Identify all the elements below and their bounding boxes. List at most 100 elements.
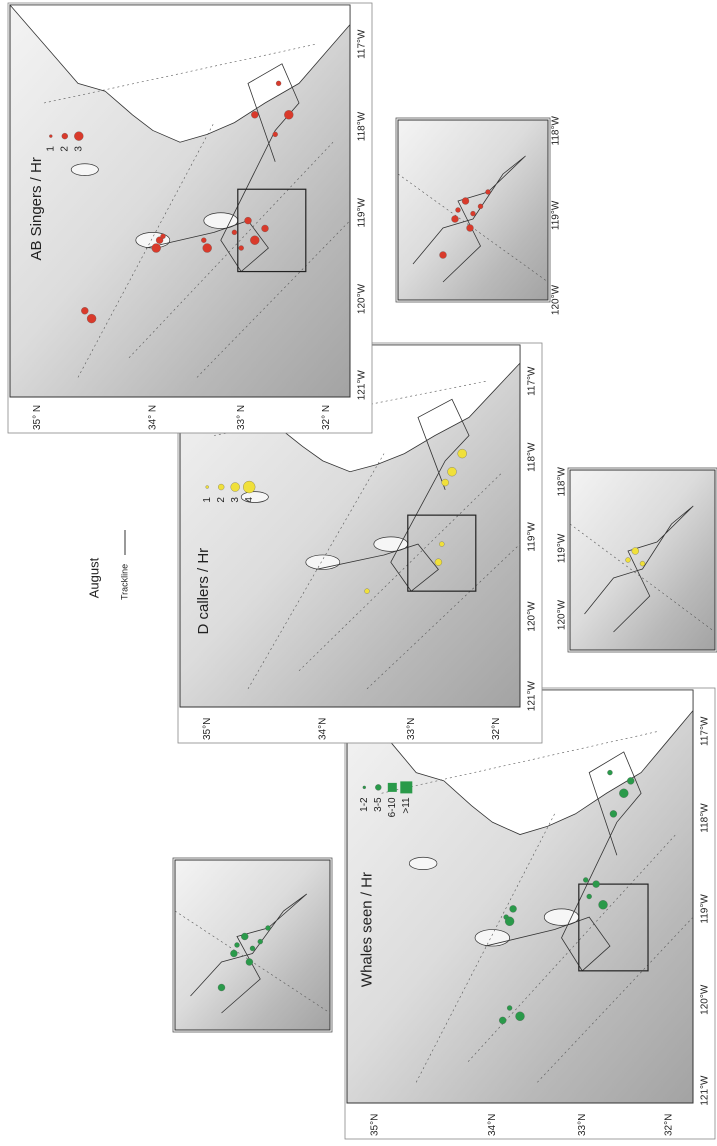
inset-outline: [237, 188, 307, 273]
legend-label: 2: [59, 146, 70, 152]
inset-trackline: [190, 893, 308, 1014]
lat-label: 34°N: [317, 718, 328, 740]
legend-symbol: [205, 485, 209, 489]
detection: [261, 224, 269, 233]
panel-title: D callers / Hr: [195, 548, 212, 635]
legend-symbol: [400, 781, 413, 794]
detection: [231, 229, 238, 236]
zone-line: [43, 43, 317, 104]
legend-label: 2: [216, 497, 227, 503]
island: [474, 929, 510, 947]
inset-zone-line: [397, 173, 549, 283]
lon-label: 120°W: [700, 984, 711, 1015]
lat-label: 33°N: [406, 718, 417, 740]
detection: [86, 313, 97, 324]
legend-symbol: [61, 132, 68, 140]
legend-symbol: [230, 482, 240, 492]
inset-detection: [485, 189, 491, 195]
detection: [592, 880, 600, 888]
zone-line: [77, 122, 215, 378]
inset-detection: [439, 251, 447, 259]
legend-label: 3: [230, 497, 241, 503]
inset-detection: [217, 983, 226, 992]
lon-label: 117°W: [700, 716, 711, 746]
lon-label: 119°W: [700, 894, 711, 924]
inset-detection: [631, 547, 639, 555]
inset-zone-line: [174, 910, 331, 1014]
zone-line: [415, 813, 555, 1083]
legend-symbol: [375, 784, 382, 791]
lat-label: 32° N: [321, 405, 332, 430]
legend-label: 1: [202, 497, 213, 503]
lon-label: 119°W: [357, 198, 368, 228]
legend-symbol: [243, 480, 256, 494]
lon-label: 121°W: [357, 370, 368, 401]
inset-detection: [477, 203, 484, 210]
detection: [447, 467, 457, 477]
detection: [364, 588, 370, 594]
trackline: [315, 398, 470, 592]
legend-label: >11: [401, 797, 412, 814]
lat-label: 33°N: [577, 1114, 588, 1136]
inset-outline: [407, 514, 477, 592]
lon-label: 117°W: [527, 366, 538, 396]
detection: [250, 235, 260, 245]
detection: [434, 558, 443, 566]
inset-detection: [461, 197, 470, 205]
inset-detection: [466, 224, 474, 232]
inset-lon-label: 120°W: [551, 284, 562, 315]
panel-title: AB Singers / Hr: [28, 157, 45, 260]
lat-label: 35°N: [369, 1114, 380, 1136]
inset-bathymetry: [397, 119, 549, 301]
inset-detection: [625, 557, 631, 563]
detection: [251, 111, 259, 119]
island: [70, 163, 99, 176]
detection: [439, 541, 445, 547]
detection: [151, 243, 161, 253]
inset-lon-label: 118°W: [557, 467, 568, 497]
inset-detection: [265, 925, 271, 931]
detection: [598, 900, 608, 910]
lat-label: 35°N: [202, 718, 213, 740]
detection: [583, 877, 589, 883]
detection: [201, 237, 207, 243]
inset-map: [172, 857, 333, 1033]
lat-label: 34° N: [147, 405, 158, 430]
month-label: August: [86, 557, 101, 598]
trackline: [145, 63, 300, 273]
inset-detection: [230, 949, 238, 958]
detection: [627, 777, 635, 785]
legend-label: 4: [244, 497, 255, 503]
legend-symbol: [218, 483, 225, 491]
inset-detection: [257, 938, 263, 945]
lon-label: 118°W: [527, 442, 538, 472]
legend-symbol: [74, 131, 84, 141]
legend-symbol: [387, 782, 397, 792]
lat-label: 32°N: [663, 1114, 674, 1136]
panel-title: Whales seen / Hr: [359, 872, 376, 987]
detection: [275, 80, 282, 87]
inset-map: 120°W 119°W 118°W: [557, 467, 717, 653]
inset-detection: [451, 215, 459, 223]
detection: [160, 233, 166, 239]
legend-label: 6-10: [387, 797, 398, 817]
detection: [244, 216, 252, 225]
lon-label: 119°W: [527, 522, 538, 552]
lat-label: 33° N: [236, 405, 247, 430]
detection: [509, 905, 517, 913]
trackline: [485, 751, 642, 972]
detection: [515, 1011, 525, 1021]
inset-map: 120°W 119°W 118°W: [395, 116, 562, 315]
inset-zone-line: [569, 523, 716, 633]
zone-line: [366, 543, 521, 690]
inset-lon-label: 118°W: [551, 116, 562, 146]
lon-label: 118°W: [700, 803, 711, 833]
detection: [619, 788, 629, 798]
inset-detection: [245, 958, 254, 966]
inset-detection: [249, 945, 256, 952]
legend-symbol: [362, 785, 366, 790]
detection: [609, 810, 618, 818]
lon-label: 120°W: [357, 283, 368, 314]
map-panel: 35°N 34°N 33°N 32°N 121°W 120°W 119°W 118°W 117°…: [344, 687, 716, 1140]
island: [240, 491, 269, 503]
